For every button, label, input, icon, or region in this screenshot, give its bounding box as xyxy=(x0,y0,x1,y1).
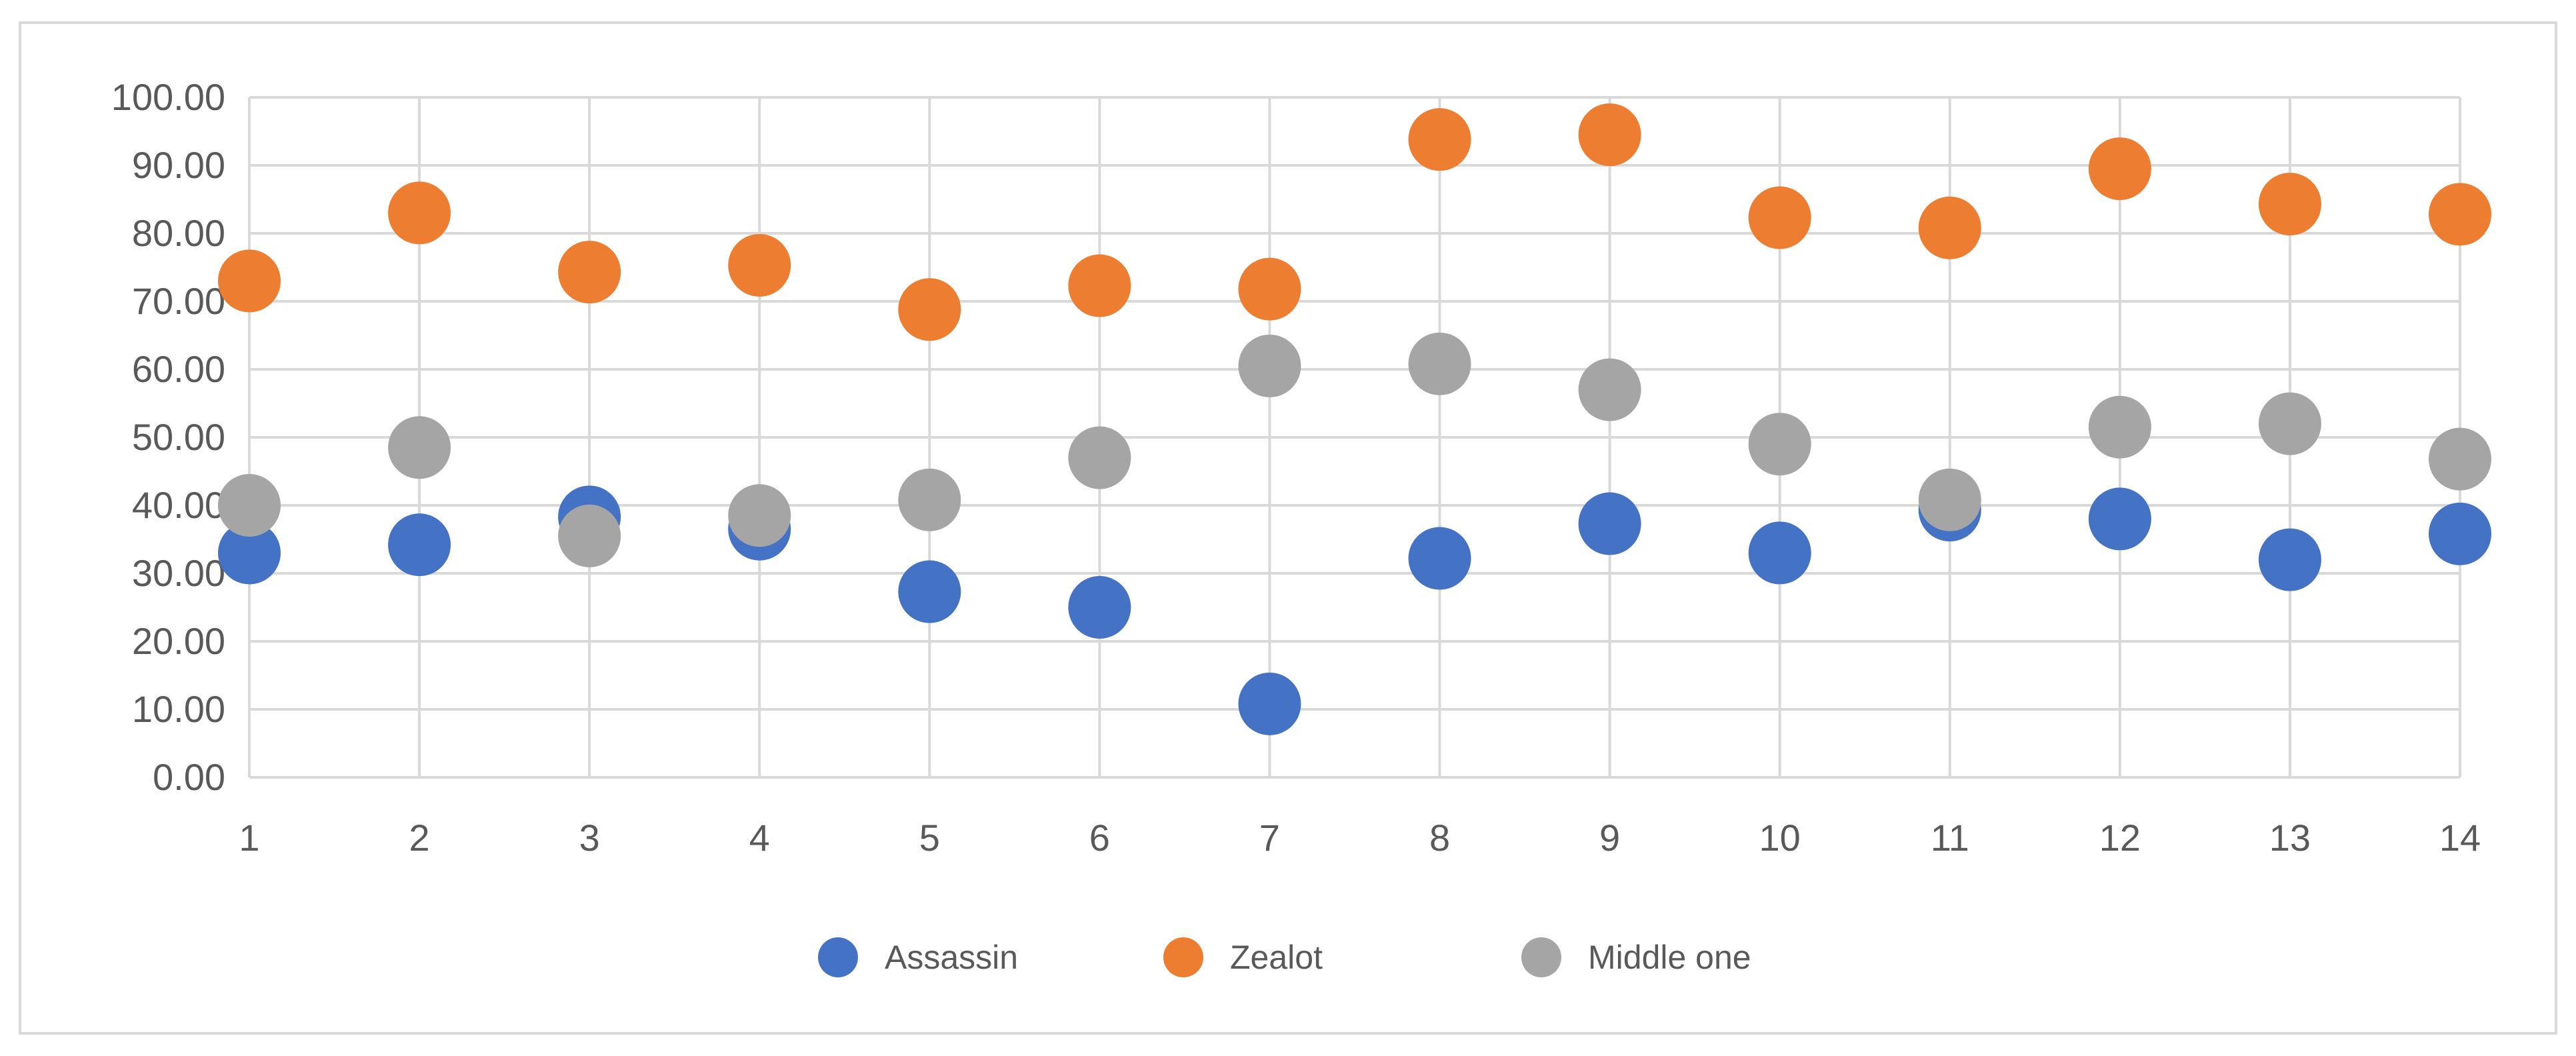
point-assassin xyxy=(898,560,961,623)
point-assassin xyxy=(2088,487,2151,551)
y-tick-label: 100.00 xyxy=(111,76,225,118)
point-assassin xyxy=(1748,521,1811,585)
legend: Assassin Zealot Middle one xyxy=(818,937,1751,977)
x-tick-label: 5 xyxy=(919,817,940,859)
point-middle-one xyxy=(1238,334,1301,397)
point-middle-one xyxy=(2258,392,2321,455)
point-assassin xyxy=(2258,528,2321,591)
point-assassin xyxy=(1578,492,1641,555)
point-zealot xyxy=(1408,108,1471,171)
point-middle-one xyxy=(1918,468,1981,531)
point-middle-one xyxy=(1578,358,1641,421)
point-zealot xyxy=(728,233,791,297)
x-tick-label: 11 xyxy=(1931,817,1969,859)
point-assassin xyxy=(1408,527,1471,590)
legend-label-zealot: Zealot xyxy=(1230,939,1323,976)
point-zealot xyxy=(1748,186,1811,249)
point-assassin xyxy=(218,521,281,585)
legend-marker-middle-one xyxy=(1521,937,1561,977)
point-middle-one xyxy=(558,504,621,567)
point-assassin xyxy=(388,513,451,577)
y-tick-label: 90.00 xyxy=(132,144,225,186)
point-zealot xyxy=(1578,103,1641,167)
x-tick-label: 13 xyxy=(2269,817,2311,859)
y-axis-ticks: 0.00 10.00 20.00 30.00 40.00 50.00 60.00 70.00 8… xyxy=(111,76,225,798)
chart-frame: 0.00 10.00 20.00 30.00 40.00 50.00 60.00 70.00 8… xyxy=(19,21,2557,1035)
point-middle-one xyxy=(2088,395,2151,459)
y-tick-label: 50.00 xyxy=(132,416,225,458)
x-tick-label: 14 xyxy=(2439,817,2481,859)
point-assassin xyxy=(1068,576,1131,639)
data-points xyxy=(218,103,2491,735)
x-tick-label: 4 xyxy=(749,817,770,859)
point-middle-one xyxy=(2429,427,2491,491)
x-tick-label: 9 xyxy=(1599,817,1620,859)
legend-label-assassin: Assassin xyxy=(885,939,1018,976)
point-zealot xyxy=(2429,183,2491,246)
x-tick-label: 2 xyxy=(409,817,429,859)
y-tick-label: 80.00 xyxy=(132,212,225,254)
point-middle-one xyxy=(388,416,451,479)
x-axis-ticks: 1 2 3 4 5 6 7 8 9 10 11 12 13 14 xyxy=(239,817,2481,859)
point-middle-one xyxy=(898,468,961,531)
legend-label-middle-one: Middle one xyxy=(1588,939,1751,976)
point-assassin xyxy=(2429,502,2491,565)
x-tick-label: 6 xyxy=(1089,817,1110,859)
point-zealot xyxy=(558,241,621,304)
point-middle-one xyxy=(728,484,791,547)
point-zealot xyxy=(1238,257,1301,321)
point-zealot xyxy=(2088,137,2151,201)
y-tick-label: 10.00 xyxy=(132,688,225,730)
y-tick-label: 0.00 xyxy=(153,756,225,798)
point-zealot xyxy=(388,181,451,245)
point-assassin xyxy=(1238,672,1301,735)
x-tick-label: 10 xyxy=(1759,817,1801,859)
y-tick-label: 40.00 xyxy=(132,484,225,526)
point-middle-one xyxy=(1408,332,1471,395)
legend-marker-assassin xyxy=(818,937,858,977)
point-zealot xyxy=(2258,173,2321,236)
legend-marker-zealot xyxy=(1163,937,1203,977)
point-zealot xyxy=(898,278,961,341)
scatter-chart: 0.00 10.00 20.00 30.00 40.00 50.00 60.00 70.00 8… xyxy=(111,76,2491,977)
point-zealot xyxy=(1068,254,1131,317)
x-tick-label: 3 xyxy=(579,817,600,859)
x-tick-label: 1 xyxy=(239,817,259,859)
point-zealot xyxy=(218,249,281,313)
point-middle-one xyxy=(1748,413,1811,476)
point-zealot xyxy=(1918,196,1981,259)
x-tick-label: 7 xyxy=(1259,817,1280,859)
x-tick-label: 12 xyxy=(2099,817,2141,859)
y-tick-label: 70.00 xyxy=(132,280,225,322)
y-tick-label: 30.00 xyxy=(132,552,225,594)
y-tick-label: 60.00 xyxy=(132,348,225,390)
point-middle-one xyxy=(1068,426,1131,489)
y-tick-label: 20.00 xyxy=(132,620,225,662)
point-middle-one xyxy=(218,474,281,537)
x-tick-label: 8 xyxy=(1429,817,1450,859)
